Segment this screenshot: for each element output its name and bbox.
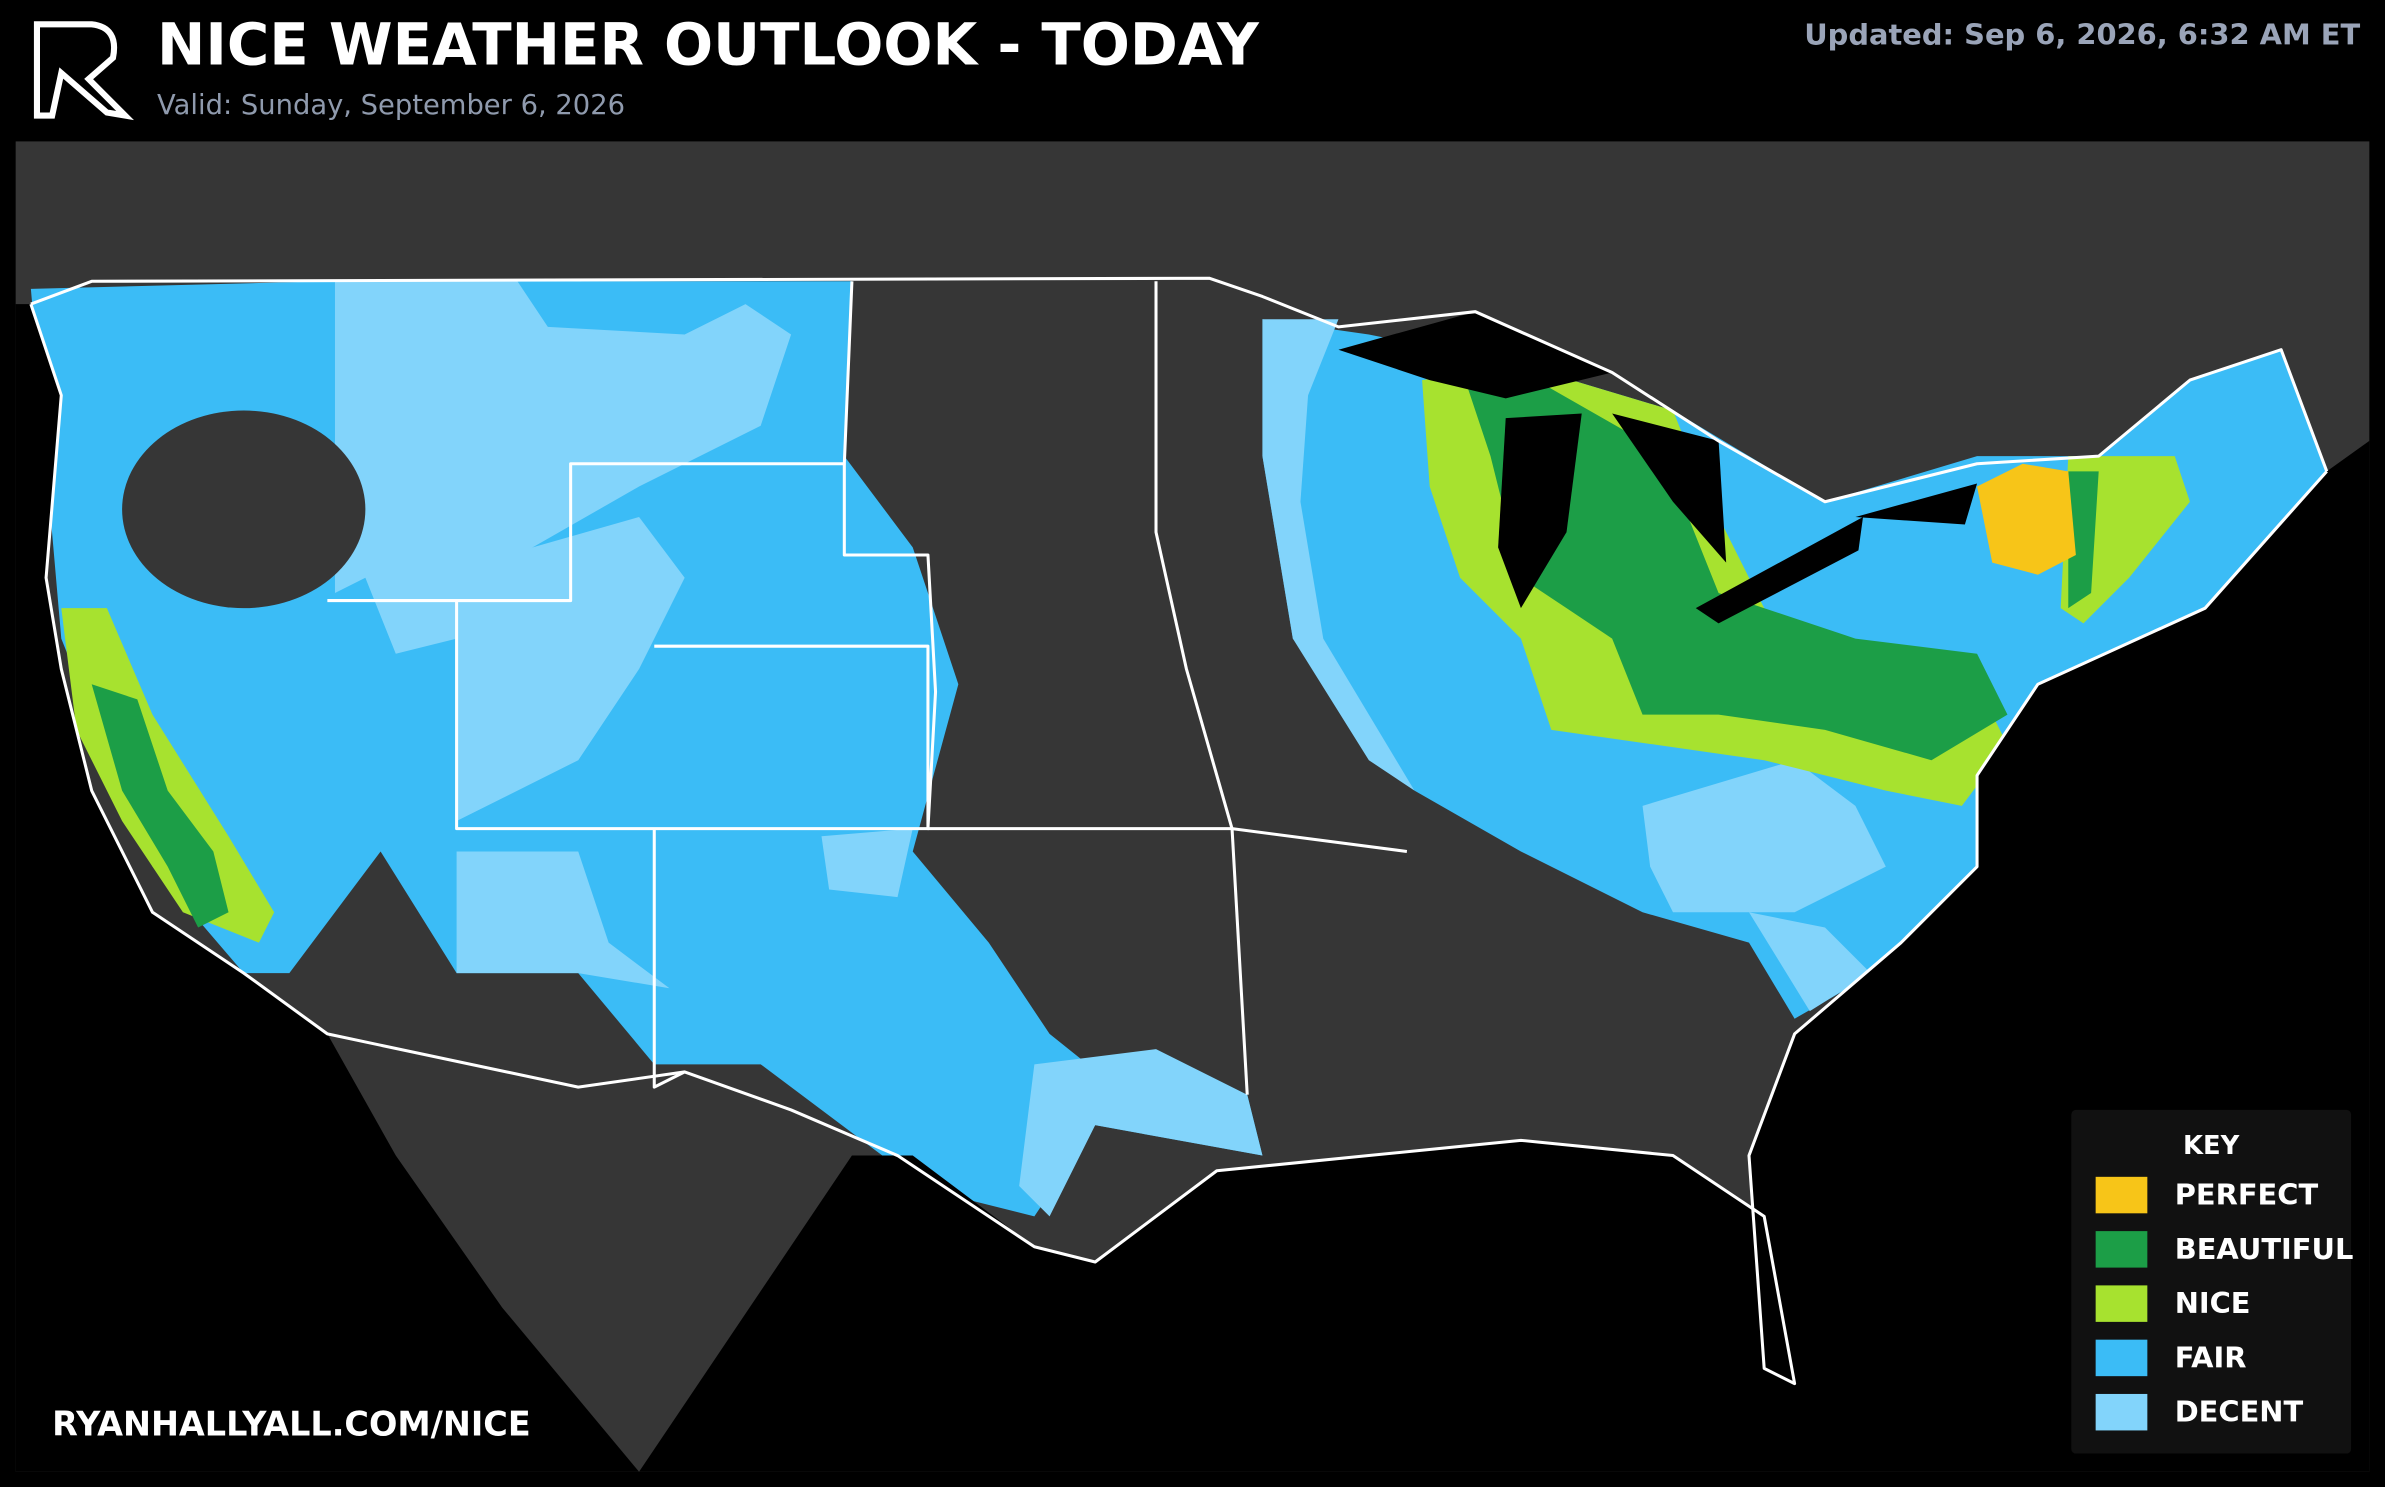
decent-zone [334, 281, 792, 654]
legend-label: BEAUTIFUL [2175, 1232, 2354, 1266]
legend: KEY PERFECT BEAUTIFUL NICE FAIR DECENT [2071, 1109, 2354, 1454]
decent-zone [1748, 912, 1871, 1012]
coastline [29, 303, 2328, 1386]
decent-zone [1262, 319, 1415, 791]
lake-erie [1695, 516, 1864, 624]
perfect-zone [1977, 463, 2076, 575]
pacific-ocean [15, 304, 640, 1472]
updated-time: Updated: Sep 6, 2026, 6:32 AM ET [1804, 17, 2360, 51]
legend-label: FAIR [2175, 1340, 2247, 1374]
subtitle: Valid: Sunday, September 6, 2026 [157, 90, 625, 121]
state-line [652, 828, 686, 1089]
state-line [327, 281, 854, 603]
decent-zone [1019, 1049, 1263, 1217]
lake-superior [1338, 311, 1613, 399]
decent-zone [821, 828, 913, 898]
legend-swatch [2095, 1285, 2148, 1322]
state-line [1154, 281, 1249, 1095]
legend-swatch [2095, 1393, 2148, 1431]
legend-label: DECENT [2175, 1395, 2304, 1429]
lake-michigan [1498, 413, 1582, 609]
website-url: RYANHALLYALL.COM/NICE [52, 1405, 531, 1444]
legend-swatch [2095, 1231, 2148, 1268]
gulf-of-mexico [639, 1140, 1810, 1472]
title: NICE WEATHER OUTLOOK - TODAY [157, 10, 1260, 78]
beautiful-zone [2068, 471, 2099, 609]
decent-zone [456, 516, 685, 822]
lake-huron [1612, 413, 1727, 563]
map [15, 141, 2370, 1472]
northern-border [30, 276, 2329, 504]
lake-ontario [1855, 483, 1978, 525]
state-line [654, 644, 1408, 853]
legend-swatch [2095, 1176, 2148, 1214]
legend-label: NICE [2175, 1286, 2251, 1320]
logo [33, 21, 135, 121]
beautiful-zone [1460, 364, 2008, 761]
decent-zone [1642, 760, 1886, 913]
state-line [455, 463, 938, 831]
beautiful-zone [91, 684, 229, 928]
decent-zone [456, 851, 670, 989]
legend-title: KEY [2183, 1131, 2240, 1161]
no-rating-area [122, 410, 366, 609]
legend-swatch [2095, 1339, 2148, 1377]
legend-label: PERFECT [2175, 1178, 2319, 1212]
